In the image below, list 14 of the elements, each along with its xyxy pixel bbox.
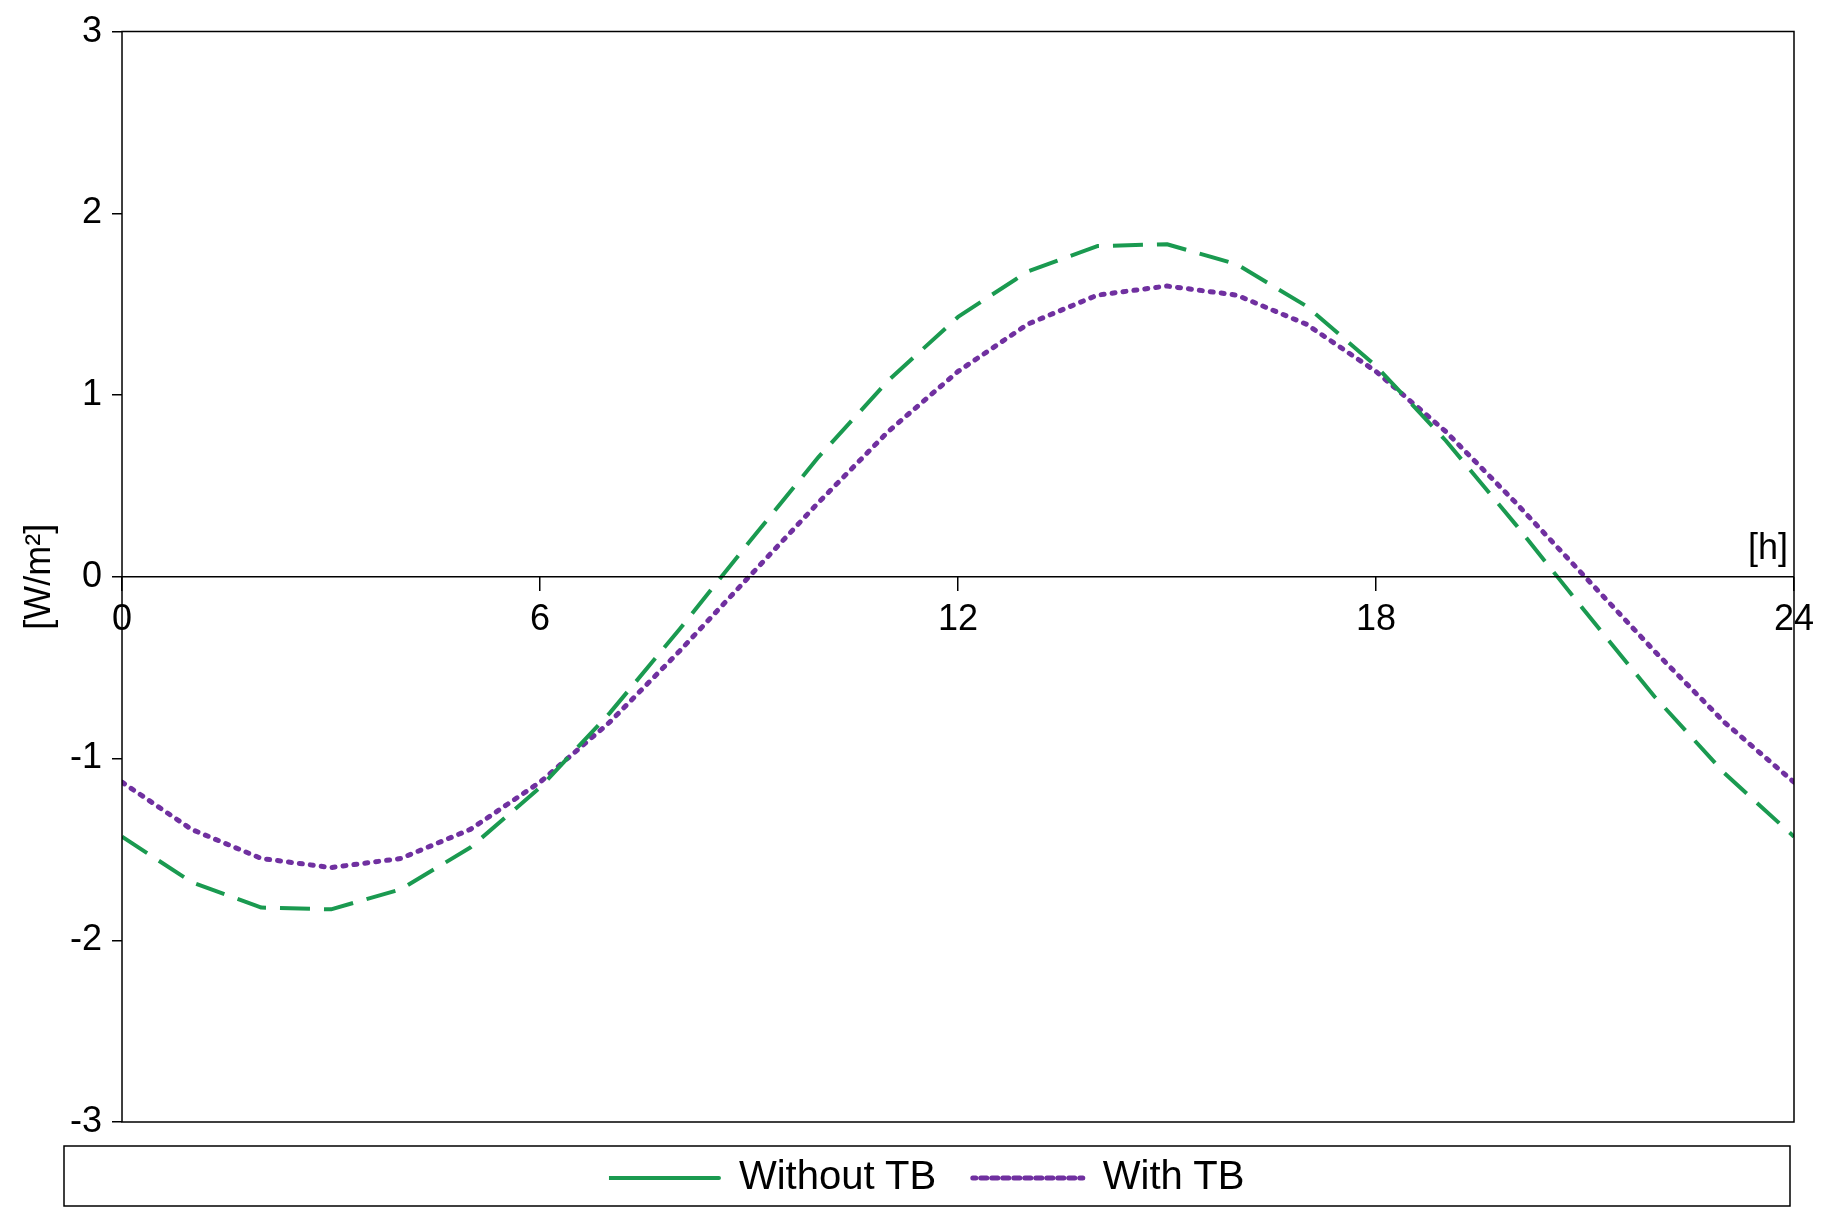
x-tick-label: 12 — [937, 597, 979, 639]
y-axis-title: [W/m²] — [16, 523, 58, 630]
y-tick-label: -3 — [69, 1098, 103, 1140]
y-tick-label: -2 — [69, 917, 103, 959]
x-tick-label: 18 — [1355, 597, 1397, 639]
y-tick-label: 0 — [81, 553, 103, 595]
x-axis-title: [h] — [1747, 525, 1788, 567]
y-tick-label: -1 — [69, 735, 103, 777]
y-tick-label: 3 — [81, 8, 103, 50]
legend-label: With TB — [1102, 1153, 1245, 1198]
y-tick-label: 2 — [81, 190, 103, 232]
x-tick-label: 6 — [529, 597, 551, 639]
y-tick-label: 1 — [81, 371, 103, 413]
legend-label: Without TB — [738, 1153, 937, 1198]
